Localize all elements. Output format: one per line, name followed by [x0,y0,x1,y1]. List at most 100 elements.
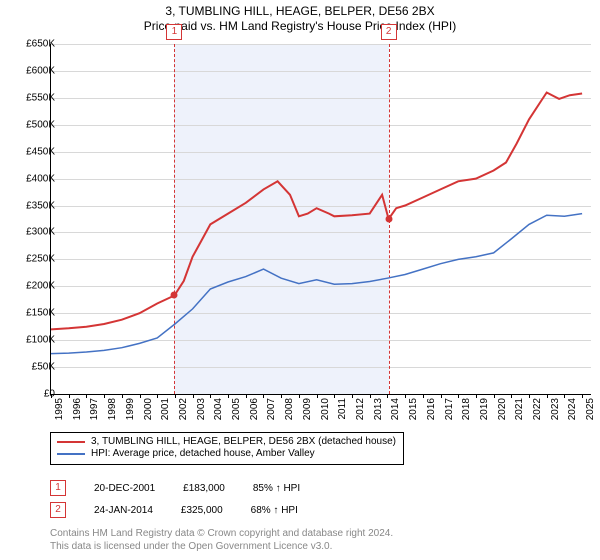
xtick-mark [547,394,548,398]
ytick-label: £600K [5,65,55,76]
xtick-label: 2014 [390,398,401,420]
sale-price-2: £325,000 [181,505,223,516]
marker-box-2: 2 [381,24,397,40]
legend-swatch-property [57,441,85,443]
xtick-label: 2022 [532,398,543,420]
ytick-label: £650K [5,39,55,50]
xtick-label: 2002 [178,398,189,420]
xtick-mark [405,394,406,398]
xtick-mark [193,394,194,398]
xtick-label: 2006 [249,398,260,420]
xtick-label: 2009 [302,398,313,420]
xtick-label: 2020 [497,398,508,420]
sale-marker-2: 2 [50,502,66,518]
ytick-label: £300K [5,227,55,238]
ytick-label: £550K [5,92,55,103]
xtick-mark [140,394,141,398]
xtick-mark [263,394,264,398]
xtick-mark [122,394,123,398]
sale-hpi-1: 85% ↑ HPI [253,483,300,494]
xtick-mark [157,394,158,398]
ytick-label: £400K [5,173,55,184]
legend-swatch-hpi [57,453,85,455]
xtick-mark [246,394,247,398]
xtick-label: 1998 [107,398,118,420]
xtick-label: 2025 [585,398,596,420]
xtick-mark [299,394,300,398]
sale-row-1: 1 20-DEC-2001 £183,000 85% ↑ HPI [50,480,300,496]
xtick-mark [210,394,211,398]
xtick-mark [458,394,459,398]
xtick-mark [69,394,70,398]
xtick-label: 1999 [125,398,136,420]
xtick-mark [370,394,371,398]
sale-price-1: £183,000 [183,483,225,494]
title-block: 3, TUMBLING HILL, HEAGE, BELPER, DE56 2B… [0,0,600,33]
xtick-mark [511,394,512,398]
xtick-mark [582,394,583,398]
ytick-label: £350K [5,200,55,211]
ytick-label: £0 [5,389,55,400]
xtick-label: 1996 [72,398,83,420]
xtick-label: 2017 [444,398,455,420]
ytick-label: £100K [5,335,55,346]
legend-label-property: 3, TUMBLING HILL, HEAGE, BELPER, DE56 2B… [91,436,396,447]
ytick-label: £50K [5,362,55,373]
chart-title-address: 3, TUMBLING HILL, HEAGE, BELPER, DE56 2B… [0,4,600,18]
xtick-mark [281,394,282,398]
plot-area: 12 [50,44,591,395]
xtick-mark [494,394,495,398]
xtick-mark [228,394,229,398]
xtick-label: 2019 [479,398,490,420]
xtick-mark [564,394,565,398]
footnote-line1: Contains HM Land Registry data © Crown c… [50,528,393,541]
xtick-mark [529,394,530,398]
footnote-line2: This data is licensed under the Open Gov… [50,541,393,554]
sale-date-2: 24-JAN-2014 [94,505,153,516]
ytick-label: £500K [5,119,55,130]
xtick-mark [441,394,442,398]
xtick-label: 2000 [143,398,154,420]
legend-item-hpi: HPI: Average price, detached house, Ambe… [57,448,397,459]
xtick-label: 1995 [54,398,65,420]
xtick-label: 2016 [426,398,437,420]
xtick-label: 2018 [461,398,472,420]
sale-date-1: 20-DEC-2001 [94,483,155,494]
legend-label-hpi: HPI: Average price, detached house, Ambe… [91,448,315,459]
xtick-label: 2004 [213,398,224,420]
ytick-label: £450K [5,146,55,157]
xtick-label: 2015 [408,398,419,420]
xtick-label: 2021 [514,398,525,420]
marker-box-1: 1 [166,24,182,40]
xtick-mark [175,394,176,398]
xtick-label: 2023 [550,398,561,420]
xtick-label: 1997 [89,398,100,420]
xtick-label: 2010 [320,398,331,420]
xtick-mark [387,394,388,398]
xtick-mark [352,394,353,398]
footnote: Contains HM Land Registry data © Crown c… [50,528,393,553]
sale-marker-1: 1 [50,480,66,496]
legend-item-property: 3, TUMBLING HILL, HEAGE, BELPER, DE56 2B… [57,436,397,447]
chart-container: 3, TUMBLING HILL, HEAGE, BELPER, DE56 2B… [0,0,600,560]
xtick-label: 2005 [231,398,242,420]
chart-subtitle: Price paid vs. HM Land Registry's House … [0,19,600,33]
legend-box: 3, TUMBLING HILL, HEAGE, BELPER, DE56 2B… [50,432,404,465]
xtick-label: 2011 [337,398,348,420]
ytick-label: £150K [5,308,55,319]
xtick-mark [104,394,105,398]
xtick-mark [476,394,477,398]
sale-hpi-2: 68% ↑ HPI [251,505,298,516]
xtick-label: 2003 [196,398,207,420]
sale-row-2: 2 24-JAN-2014 £325,000 68% ↑ HPI [50,502,298,518]
xtick-mark [423,394,424,398]
xtick-label: 2001 [160,398,171,420]
xtick-label: 2012 [355,398,366,420]
xtick-label: 2024 [567,398,578,420]
xtick-label: 2008 [284,398,295,420]
ytick-label: £200K [5,281,55,292]
xtick-mark [86,394,87,398]
series-hpi [51,44,591,394]
ytick-label: £250K [5,254,55,265]
xtick-label: 2013 [373,398,384,420]
